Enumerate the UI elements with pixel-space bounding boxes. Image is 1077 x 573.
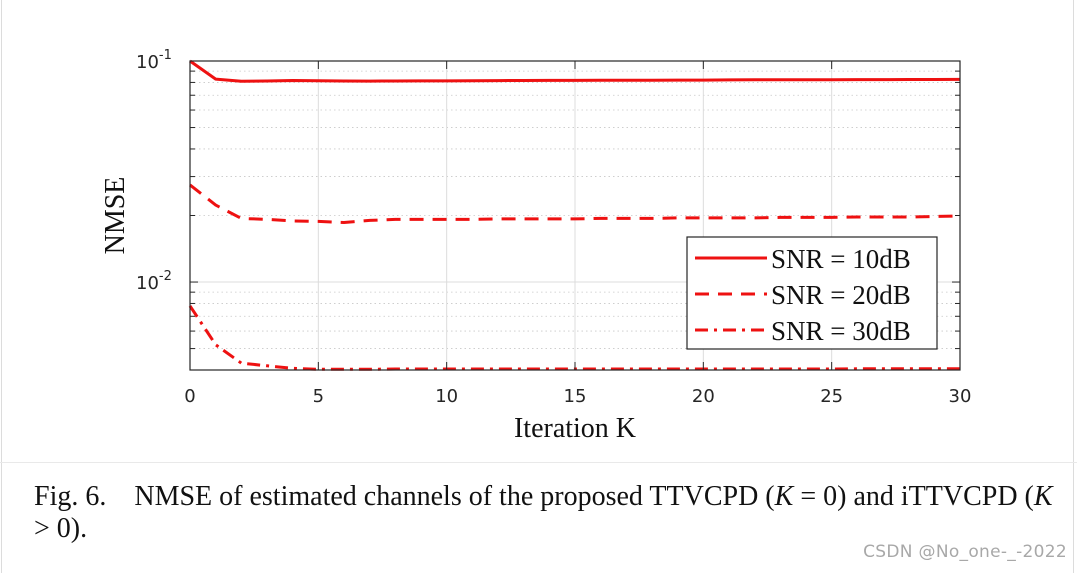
figure-caption: Fig. 6. NMSE of estimated channels of the… bbox=[34, 481, 1054, 545]
legend-label-2: SNR = 20dB bbox=[771, 280, 911, 310]
grid bbox=[190, 61, 960, 370]
x-tick-label: 10 bbox=[435, 386, 458, 407]
y-tick-label: 10-2 bbox=[136, 269, 172, 294]
caption-math-k2: K bbox=[1033, 481, 1053, 512]
legend-label-3: SNR = 30dB bbox=[771, 316, 911, 346]
watermark: CSDN @No_one-_-2022 bbox=[863, 542, 1067, 562]
legend-label-1: SNR = 10dB bbox=[771, 244, 911, 274]
series-line-2 bbox=[189, 183, 961, 224]
caption-text-middle: and iTTVCPD ( bbox=[846, 481, 1034, 512]
caption-separator bbox=[0, 462, 1077, 463]
nmse-chart: 0 5 10 15 20 25 30 10-1 10-2 Iteration K NMSE SN… bbox=[100, 48, 971, 444]
axis-ticks: 0 5 10 15 20 25 30 10-1 10-2 bbox=[136, 48, 971, 407]
y-axis-title: NMSE bbox=[100, 177, 131, 255]
series-line-1 bbox=[189, 59, 961, 83]
x-tick-label: 5 bbox=[313, 386, 324, 407]
legend: SNR = 10dB SNR = 20dB SNR = 30dB bbox=[686, 236, 938, 350]
x-tick-label: 25 bbox=[820, 386, 843, 407]
caption-math-rest1: = 0) bbox=[793, 481, 847, 512]
caption-math-k1: K bbox=[774, 481, 794, 512]
caption-math-rest2: > 0) bbox=[34, 513, 81, 544]
x-tick-label: 20 bbox=[692, 386, 715, 407]
page-frame-left bbox=[1, 0, 2, 573]
x-tick-label: 15 bbox=[564, 386, 587, 407]
x-tick-label: 0 bbox=[184, 386, 195, 407]
x-axis-title: Iteration K bbox=[514, 413, 636, 444]
caption-text-end: . bbox=[80, 513, 88, 544]
page-frame-right bbox=[1073, 0, 1074, 573]
y-tick-label: 10-1 bbox=[136, 48, 172, 73]
caption-text-before: NMSE of estimated channels of the propos… bbox=[134, 481, 775, 512]
caption-label: Fig. 6. bbox=[34, 481, 107, 512]
x-tick-label: 30 bbox=[949, 386, 972, 407]
